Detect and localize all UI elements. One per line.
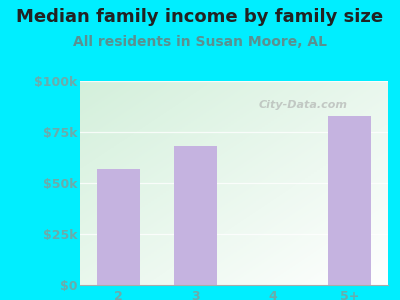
Bar [174, 146, 217, 285]
Text: Median family income by family size: Median family income by family size [16, 8, 384, 26]
Text: All residents in Susan Moore, AL: All residents in Susan Moore, AL [73, 34, 327, 49]
Text: City-Data.com: City-Data.com [259, 100, 348, 110]
Bar [328, 116, 371, 285]
Bar [97, 169, 140, 285]
